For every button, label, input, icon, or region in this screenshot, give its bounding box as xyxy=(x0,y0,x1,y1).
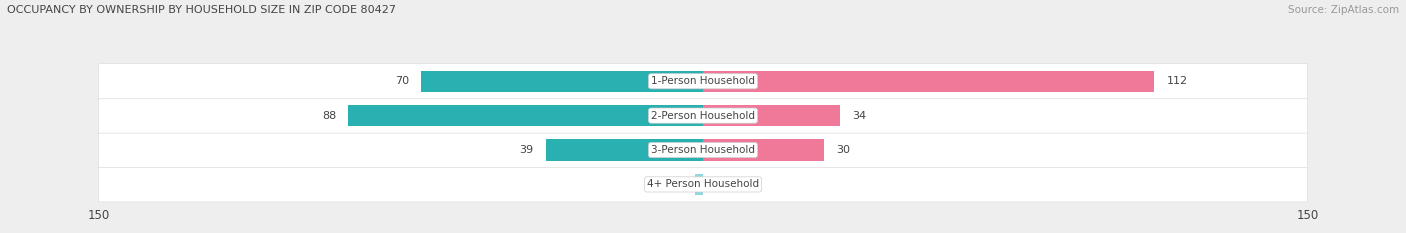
Text: 0: 0 xyxy=(716,179,723,189)
Text: OCCUPANCY BY OWNERSHIP BY HOUSEHOLD SIZE IN ZIP CODE 80427: OCCUPANCY BY OWNERSHIP BY HOUSEHOLD SIZE… xyxy=(7,5,396,15)
Text: 39: 39 xyxy=(520,145,534,155)
Text: 112: 112 xyxy=(1167,76,1188,86)
FancyBboxPatch shape xyxy=(98,167,1308,202)
Bar xyxy=(349,105,703,126)
Text: 1-Person Household: 1-Person Household xyxy=(651,76,755,86)
FancyBboxPatch shape xyxy=(98,98,1308,133)
Bar xyxy=(546,139,703,161)
Text: 4+ Person Household: 4+ Person Household xyxy=(647,179,759,189)
Bar xyxy=(420,71,703,92)
Text: 70: 70 xyxy=(395,76,409,86)
Text: 34: 34 xyxy=(852,111,866,121)
FancyBboxPatch shape xyxy=(98,133,1308,168)
Bar xyxy=(695,174,703,195)
Text: 30: 30 xyxy=(837,145,851,155)
Text: Source: ZipAtlas.com: Source: ZipAtlas.com xyxy=(1288,5,1399,15)
FancyBboxPatch shape xyxy=(98,64,1308,99)
Bar xyxy=(703,105,839,126)
Text: 3-Person Household: 3-Person Household xyxy=(651,145,755,155)
Bar xyxy=(703,139,824,161)
Bar xyxy=(703,71,1154,92)
Text: 2: 2 xyxy=(676,179,683,189)
Text: 2-Person Household: 2-Person Household xyxy=(651,111,755,121)
Text: 88: 88 xyxy=(322,111,336,121)
